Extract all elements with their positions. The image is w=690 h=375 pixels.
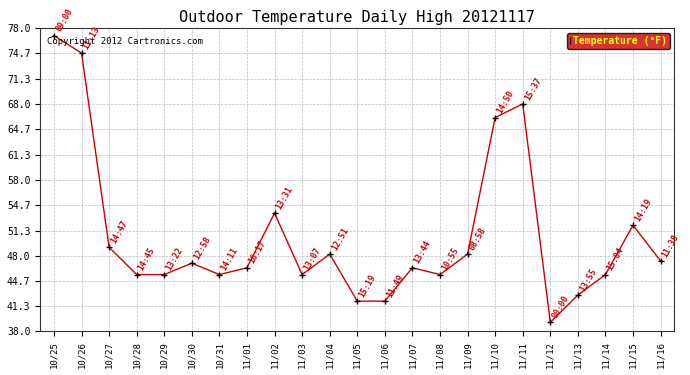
- Text: 14:47: 14:47: [109, 219, 130, 245]
- Text: 13:22: 13:22: [164, 246, 184, 272]
- Text: 11:38: 11:38: [660, 232, 681, 259]
- Text: 10:55: 10:55: [440, 246, 460, 272]
- Text: 13:55: 13:55: [578, 267, 598, 293]
- Title: Outdoor Temperature Daily High 20121117: Outdoor Temperature Daily High 20121117: [179, 10, 535, 26]
- Text: 13:44: 13:44: [413, 239, 433, 266]
- Text: 14:11: 14:11: [219, 246, 239, 272]
- Text: 15:37: 15:37: [523, 75, 543, 102]
- Text: 15:04: 15:04: [605, 246, 626, 272]
- Text: 08:58: 08:58: [468, 226, 488, 252]
- Text: 14:19: 14:19: [633, 197, 653, 223]
- Text: 11:49: 11:49: [385, 273, 405, 299]
- Text: 14:45: 14:45: [137, 246, 157, 272]
- Text: 09:00: 09:00: [54, 7, 75, 33]
- Text: 00:00: 00:00: [551, 294, 571, 320]
- Text: 12:58: 12:58: [192, 235, 212, 261]
- Legend: Temperature (°F): Temperature (°F): [566, 33, 669, 49]
- Text: 15:19: 15:19: [357, 273, 377, 299]
- Text: 14:50: 14:50: [495, 89, 515, 115]
- Text: 13:07: 13:07: [302, 246, 322, 272]
- Text: 12:51: 12:51: [330, 226, 350, 252]
- Text: Copyright 2012 Cartronics.com: Copyright 2012 Cartronics.com: [46, 37, 202, 46]
- Text: 16:17: 16:17: [247, 239, 267, 266]
- Text: 11:13: 11:13: [81, 25, 102, 51]
- Text: 13:31: 13:31: [275, 185, 295, 211]
